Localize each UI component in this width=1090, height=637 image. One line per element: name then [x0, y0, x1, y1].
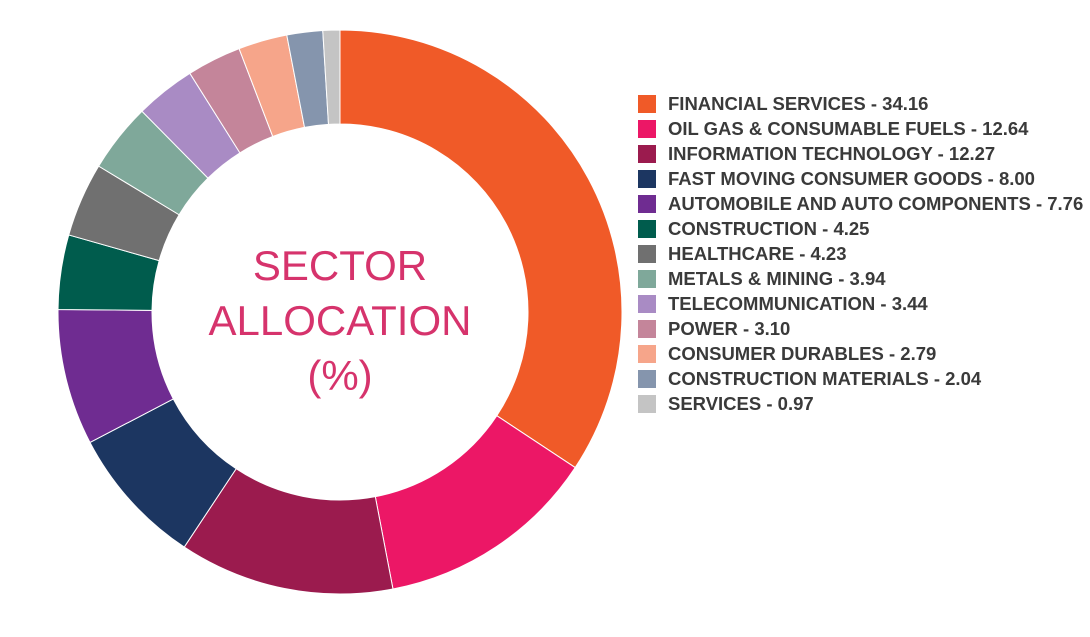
- legend-label: CONSTRUCTION - 4.25: [668, 218, 870, 239]
- legend-swatch: [638, 245, 656, 263]
- legend-swatch: [638, 395, 656, 413]
- legend-item: FINANCIAL SERVICES - 34.16: [638, 91, 1088, 116]
- legend-swatch: [638, 320, 656, 338]
- legend-label: POWER - 3.10: [668, 318, 791, 339]
- legend-swatch: [638, 270, 656, 288]
- legend-item: AUTOMOBILE AND AUTO COMPONENTS - 7.76: [638, 191, 1088, 216]
- legend-item: METALS & MINING - 3.94: [638, 266, 1088, 291]
- legend-item: HEALTHCARE - 4.23: [638, 241, 1088, 266]
- legend-label: TELECOMMUNICATION - 3.44: [668, 293, 928, 314]
- legend-label: AUTOMOBILE AND AUTO COMPONENTS - 7.76: [668, 193, 1084, 214]
- legend-swatch: [638, 295, 656, 313]
- legend-swatch: [638, 345, 656, 363]
- legend-swatch: [638, 145, 656, 163]
- legend-label: CONSTRUCTION MATERIALS - 2.04: [668, 368, 982, 389]
- legend-swatch: [638, 195, 656, 213]
- legend-item: FAST MOVING CONSUMER GOODS - 8.00: [638, 166, 1088, 191]
- legend-item: CONSTRUCTION MATERIALS - 2.04: [638, 366, 1088, 391]
- legend-item: POWER - 3.10: [638, 316, 1088, 341]
- legend-swatch: [638, 370, 656, 388]
- legend-item: CONSTRUCTION - 4.25: [638, 216, 1088, 241]
- legend-label: FINANCIAL SERVICES - 34.16: [668, 93, 929, 114]
- legend-item: INFORMATION TECHNOLOGY - 12.27: [638, 141, 1088, 166]
- legend-item: CONSUMER DURABLES - 2.79: [638, 341, 1088, 366]
- legend-swatch: [638, 220, 656, 238]
- legend-label: CONSUMER DURABLES - 2.79: [668, 343, 937, 364]
- legend-item: SERVICES - 0.97: [638, 391, 1088, 416]
- legend-item: OIL GAS & CONSUMABLE FUELS - 12.64: [638, 116, 1088, 141]
- legend-label: FAST MOVING CONSUMER GOODS - 8.00: [668, 168, 1035, 189]
- legend: FINANCIAL SERVICES - 34.16 OIL GAS & CONS…: [638, 91, 1088, 416]
- chart-title: SECTOR ALLOCATION (%): [208, 242, 472, 399]
- legend-label: METALS & MINING - 3.94: [668, 268, 886, 289]
- legend-label: INFORMATION TECHNOLOGY - 12.27: [668, 143, 996, 164]
- donut-slice: [322, 29, 341, 125]
- legend-swatch: [638, 120, 656, 138]
- legend-label: HEALTHCARE - 4.23: [668, 243, 847, 264]
- legend-label: OIL GAS & CONSUMABLE FUELS - 12.64: [668, 118, 1029, 139]
- legend-swatch: [638, 95, 656, 113]
- legend-item: TELECOMMUNICATION - 3.44: [638, 291, 1088, 316]
- donut-chart: [57, 29, 623, 595]
- donut-slice: [339, 29, 623, 469]
- legend-swatch: [638, 170, 656, 188]
- legend-label: SERVICES - 0.97: [668, 393, 814, 414]
